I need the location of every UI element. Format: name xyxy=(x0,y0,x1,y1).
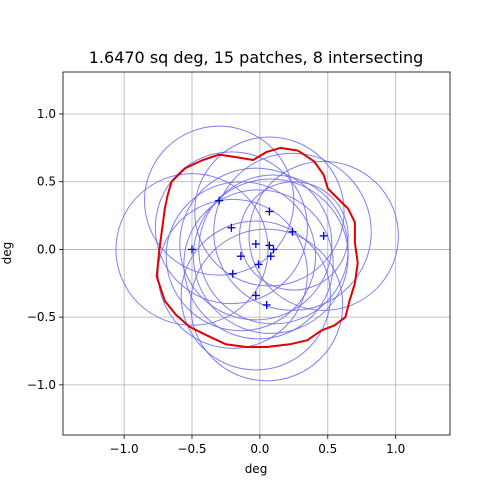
x-axis-label: deg xyxy=(245,462,268,476)
y-axis-label: deg xyxy=(0,242,14,265)
x-tick-label: 0.0 xyxy=(250,442,269,456)
x-tick-label: 0.5 xyxy=(318,442,337,456)
x-tick-label: −0.5 xyxy=(177,442,206,456)
y-tick-label: 1.0 xyxy=(37,107,56,121)
y-tick-label: −1.0 xyxy=(27,378,56,392)
y-tick-label: 0.0 xyxy=(37,242,56,256)
x-tick-label: 1.0 xyxy=(386,442,405,456)
y-tick-label: −0.5 xyxy=(27,310,56,324)
x-tick-label: −1.0 xyxy=(110,442,139,456)
y-tick-label: 0.5 xyxy=(37,175,56,189)
chart-title: 1.6470 sq deg, 15 patches, 8 intersectin… xyxy=(89,48,423,67)
